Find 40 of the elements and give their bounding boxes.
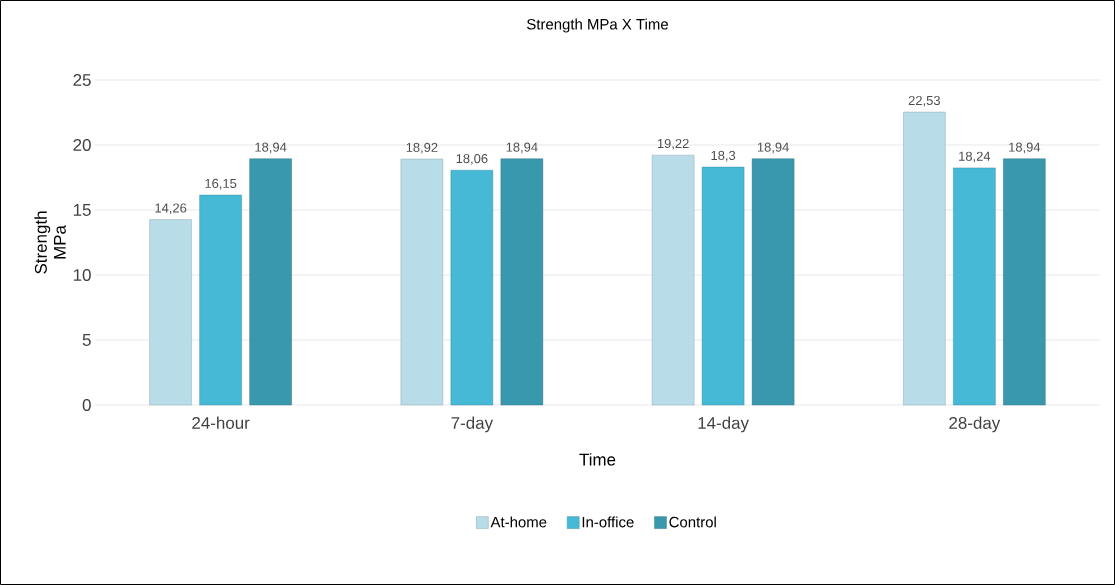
y-tick-label: 10 — [73, 269, 91, 281]
y-axis-title: Strength MPa — [34, 211, 66, 274]
data-label: 22,53 — [908, 95, 940, 107]
chart-title: Strength MPa X Time — [527, 18, 668, 33]
bar — [651, 154, 695, 406]
bar — [149, 219, 192, 406]
bar — [199, 194, 242, 406]
y-tick-label: 15 — [73, 204, 91, 216]
data-label: 18,94 — [255, 142, 287, 154]
data-label: 18,24 — [959, 151, 991, 163]
bar — [500, 158, 544, 406]
data-label: 18,94 — [1009, 142, 1041, 154]
bar — [903, 111, 946, 406]
x-tick-label: 14-day — [698, 416, 749, 433]
x-tick-label: 24-hour — [192, 416, 250, 429]
x-tick-label: 7-day — [451, 416, 494, 433]
bar — [701, 166, 745, 406]
bar — [249, 158, 292, 406]
data-label: 18,92 — [406, 142, 438, 154]
data-label: 18,3 — [711, 150, 736, 162]
legend-label: In-office — [582, 516, 634, 528]
bar — [400, 158, 444, 406]
x-tick-label: 28-day — [949, 416, 1001, 433]
y-tick-label: 25 — [73, 74, 91, 86]
data-label: 18,94 — [757, 142, 789, 154]
data-label: 18,06 — [456, 153, 488, 165]
legend-label: Control — [669, 516, 716, 528]
bar — [1003, 158, 1046, 406]
data-label: 18,94 — [506, 142, 538, 154]
y-tick-label: 20 — [73, 139, 91, 151]
data-label: 19,22 — [657, 138, 689, 150]
data-label: 16,15 — [205, 178, 237, 190]
bar — [953, 167, 996, 406]
data-label: 14,26 — [155, 203, 187, 215]
bar — [450, 170, 494, 406]
y-tick-label: 5 — [82, 334, 91, 346]
x-axis-title: Time — [579, 453, 616, 466]
y-tick-label: 0 — [82, 399, 91, 411]
bar — [751, 158, 795, 406]
legend-label: At-home — [490, 516, 547, 528]
